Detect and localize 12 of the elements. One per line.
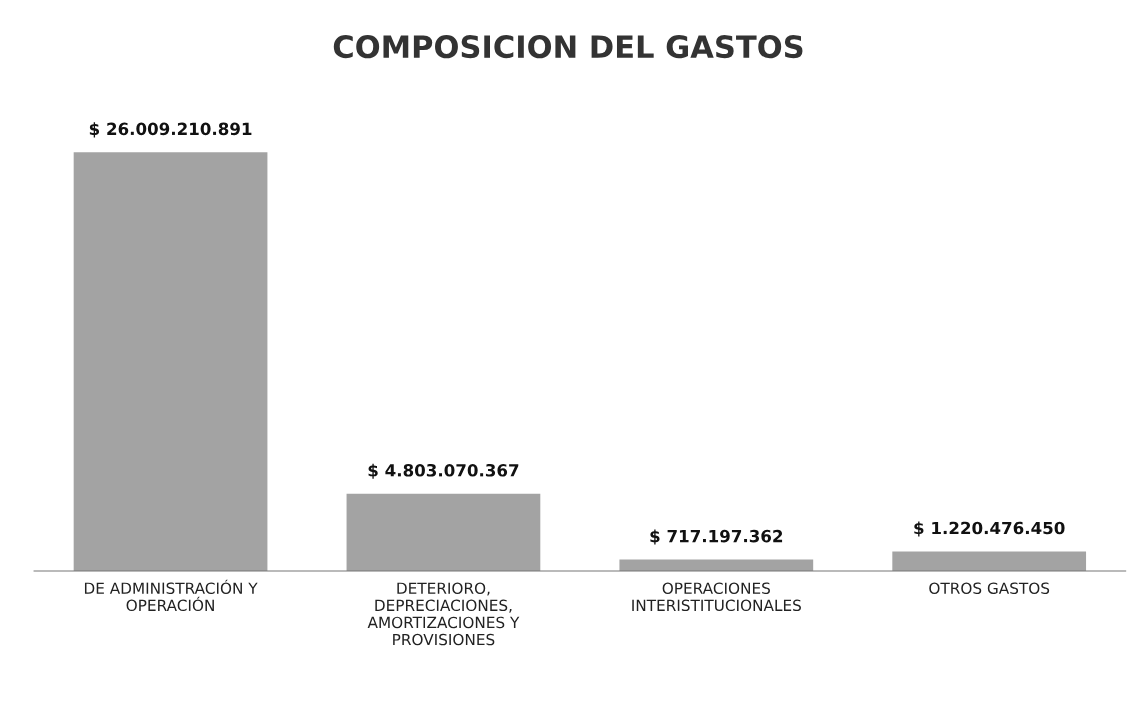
bar [892,551,1087,572]
data-label: $ 1.220.476.450 [914,521,1065,537]
bar [73,152,268,572]
chart-title: COMPOSICION DEL GASTOS [333,35,803,59]
data-label: $ 717.197.362 [650,529,783,545]
x-tick-label: DE ADMINISTRACIÓN Y OPERACIÓN [84,579,258,612]
data-label: $ 26.009.210.891 [89,122,252,138]
x-tick-label: OTROS GASTOS [929,582,1050,594]
x-tick-label: DETERIORO, DEPRECIACIONES, AMORTIZACIONES Y PROVISIONES [367,582,520,646]
data-label: $ 4.803.070.367 [368,463,519,479]
bar [346,493,541,572]
x-tick-label: OPERACIONES INTERISTITUCIONALES [632,582,801,612]
